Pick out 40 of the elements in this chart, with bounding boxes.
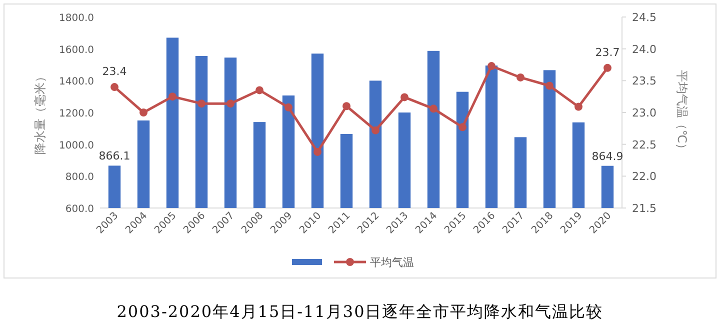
y-tick-label: 800.0 xyxy=(65,172,94,184)
point xyxy=(488,62,496,70)
point xyxy=(314,148,322,156)
data-label: 866.1 xyxy=(98,150,130,163)
point xyxy=(516,73,524,82)
y-tick-label: 1400.0 xyxy=(59,76,94,88)
y2-tick-label: 22.0 xyxy=(632,170,656,184)
point xyxy=(604,64,612,72)
data-label: 23.4 xyxy=(102,65,127,78)
y2-tick-label: 24.5 xyxy=(632,11,656,24)
point xyxy=(284,103,292,112)
point xyxy=(226,100,234,108)
point xyxy=(372,126,380,134)
y-tick-label: 1000.0 xyxy=(59,140,94,152)
point xyxy=(430,104,438,113)
point xyxy=(140,108,148,116)
point xyxy=(574,102,582,111)
point xyxy=(110,83,118,92)
y2-axis-title: 平均气温（℃） xyxy=(675,70,689,156)
point xyxy=(546,82,554,90)
text: 2003-2020年4月15日-11月30日逐年全市平均降水和气温比较 xyxy=(116,302,604,321)
y2-tick-label: 23.5 xyxy=(632,74,656,88)
point xyxy=(198,100,206,108)
data-label: 23.7 xyxy=(595,46,620,59)
y2-tick-label: 24.0 xyxy=(632,42,656,56)
y-tick-label: 1200.0 xyxy=(59,108,94,120)
point xyxy=(458,123,466,132)
point xyxy=(168,92,176,101)
legend-label: 平均气温 xyxy=(370,256,414,269)
y-axis-title: 降水量（毫米） xyxy=(33,70,47,154)
y2-tick-label: 23.0 xyxy=(632,106,656,120)
y-tick-label: 1600.0 xyxy=(59,44,94,56)
y-tick-label: 1800.0 xyxy=(59,13,94,24)
y2-tick-label: 21.5 xyxy=(632,202,656,215)
y-tick-label: 600.0 xyxy=(65,204,94,215)
data-label: 864.9 xyxy=(592,150,624,163)
point xyxy=(400,93,408,102)
point xyxy=(256,86,264,94)
y2-tick-label: 22.5 xyxy=(632,138,656,152)
point xyxy=(342,102,350,110)
